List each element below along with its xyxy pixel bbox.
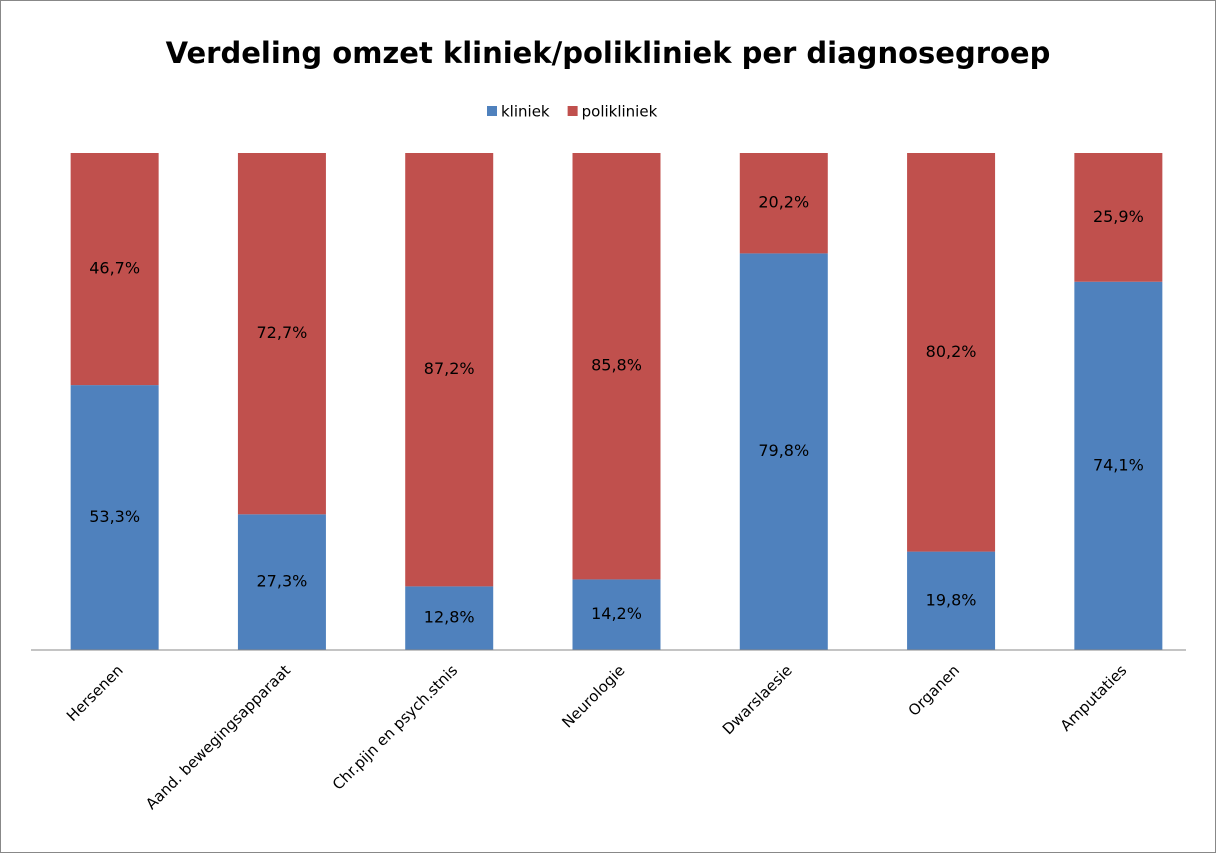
data-label: 74,1% [1093,455,1144,474]
bar-segment [70,153,159,386]
data-label: 27,3% [257,572,308,591]
data-label: 46,7% [89,259,140,278]
data-label: 85,8% [591,356,642,375]
bar-segment [572,579,661,650]
data-label: 14,2% [591,604,642,623]
legend-label: kliniek [501,103,550,121]
bar-segment [405,153,494,587]
data-label: 53,3% [89,507,140,526]
bar-segment [907,551,996,650]
bar-segment [405,586,494,650]
bar-segment [907,153,996,552]
data-label: 20,2% [758,193,809,212]
data-label: 87,2% [424,359,475,378]
chart-title: Verdeling omzet kliniek/polikliniek per … [166,36,1051,70]
bar-segment [739,253,828,651]
data-label: 19,8% [926,590,977,609]
bar-segment [237,153,326,515]
bar-segment [739,153,828,254]
legend-swatch [567,106,578,116]
bar-segment [237,514,326,650]
data-label: 25,9% [1093,207,1144,226]
bar-segment [572,153,661,580]
bar-segment [70,385,159,650]
data-label: 72,7% [257,323,308,342]
legend-swatch [487,106,497,116]
data-label: 12,8% [424,608,475,627]
legend-label: polikliniek [582,103,658,121]
bar-segment [1074,153,1163,282]
data-label: 80,2% [926,342,977,361]
data-label: 79,8% [758,441,809,460]
bar-segment [1074,281,1163,650]
